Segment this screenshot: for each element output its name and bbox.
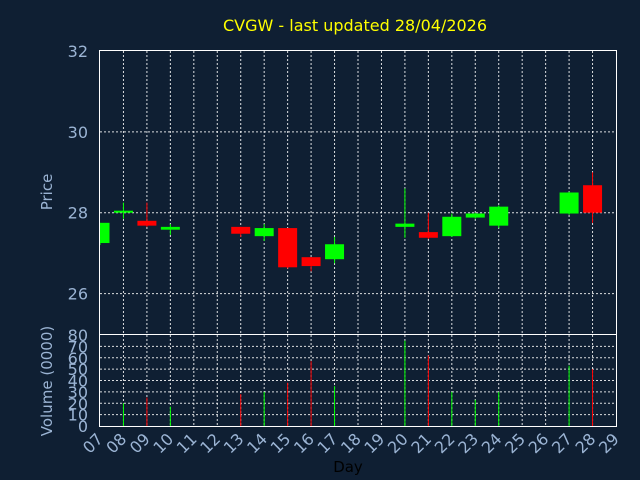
volume-grid — [100, 335, 616, 426]
chart-title: CVGW - last updated 28/04/2026 — [223, 16, 487, 35]
price-tick-26: 26 — [68, 285, 88, 304]
candle-body-24 — [489, 206, 509, 226]
candle-body-23 — [465, 213, 485, 218]
candle-body-22 — [442, 216, 462, 237]
candle-body-13 — [231, 226, 251, 234]
candle-body-16 — [301, 257, 321, 267]
x-axis-label: Day — [333, 458, 363, 476]
price-tick-28: 28 — [68, 204, 88, 223]
candle-body-21 — [418, 232, 438, 238]
price-grid — [100, 51, 616, 334]
price-tick-30: 30 — [68, 123, 88, 142]
x-tick-labels: 0708091011121314151617181920212223242526… — [79, 429, 623, 457]
volume-tick-70: 70 — [68, 337, 88, 356]
candle-body-07 — [100, 222, 110, 244]
candle-body-10 — [160, 226, 180, 230]
candle-body-27 — [559, 192, 579, 214]
volume-tick-50: 50 — [68, 360, 88, 379]
candle-body-09 — [137, 220, 157, 226]
candles — [99, 172, 603, 272]
price-tick-labels: 26 28 30 32 — [68, 42, 88, 304]
volume-tick-10: 10 — [68, 406, 88, 425]
volume-tick-60: 60 — [68, 349, 88, 368]
candle-body-20 — [395, 223, 415, 227]
price-axis-label: Price — [38, 174, 56, 211]
volume-bars — [122, 340, 594, 426]
x-tick-29: 29 — [595, 429, 623, 457]
volume-tick-80: 80 — [68, 326, 88, 345]
candle-body-08 — [113, 210, 133, 213]
volume-axis-label: Volume (0000) — [38, 326, 56, 436]
volume-tick-40: 40 — [68, 372, 88, 391]
volume-tick-20: 20 — [68, 394, 88, 413]
candle-body-14 — [254, 228, 274, 237]
candle-body-17 — [325, 244, 345, 260]
volume-frame — [99, 334, 617, 427]
candle-body-28 — [583, 185, 603, 213]
price-tick-32: 32 — [68, 42, 88, 61]
candle-body-15 — [278, 228, 298, 268]
volume-tick-0: 0 — [78, 417, 88, 436]
volume-tick-30: 30 — [68, 383, 88, 402]
